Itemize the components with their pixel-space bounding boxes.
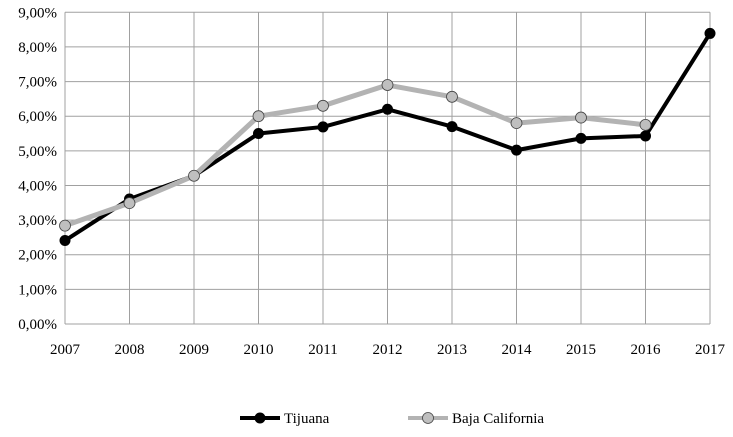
x-tick-label: 2007 <box>50 342 81 358</box>
y-tick-label: 4,00% <box>18 178 57 194</box>
data-point-baja-california <box>575 111 587 124</box>
x-tick-label: 2012 <box>373 342 403 358</box>
data-point-baja-california <box>639 118 652 131</box>
data-point-baja-california <box>59 219 71 232</box>
x-tick-label: 2016 <box>631 342 662 358</box>
x-tick-label: 2015 <box>566 342 596 358</box>
legend: Tijuana Baja California <box>240 411 544 427</box>
x-axis-ticks: 2007 2008 2009 2010 2011 2012 2013 2014 2015 2016… <box>50 342 726 358</box>
data-point-tijuana <box>575 132 587 144</box>
data-point-tijuana <box>317 121 329 133</box>
data-point-tijuana <box>253 128 264 140</box>
data-point-baja-california <box>252 110 265 123</box>
data-point-tijuana <box>59 235 71 247</box>
series-lines <box>59 27 716 247</box>
y-tick-label: 9,00% <box>18 5 57 21</box>
legend-label-baja-california: Baja California <box>452 411 544 427</box>
data-point-baja-california <box>317 99 329 112</box>
x-tick-label: 2008 <box>115 342 145 358</box>
series-line-baja-california <box>64 82 646 229</box>
y-tick-label: 7,00% <box>18 75 57 91</box>
data-point-tijuana <box>511 144 522 156</box>
data-point-baja-california <box>446 90 458 103</box>
y-tick-label: 8,00% <box>18 40 57 56</box>
x-tick-label: 2013 <box>437 342 467 358</box>
legend-item-baja-california: Baja California <box>408 411 544 427</box>
y-tick-label: 1,00% <box>18 282 57 298</box>
x-tick-label: 2014 <box>502 342 533 358</box>
x-tick-label: 2011 <box>308 342 337 358</box>
y-tick-label: 5,00% <box>18 144 57 160</box>
data-point-tijuana <box>446 121 458 133</box>
y-tick-label: 2,00% <box>18 248 57 264</box>
legend-marker-baja-california <box>422 412 434 424</box>
y-tick-label: 6,00% <box>18 109 57 125</box>
series-baja-california <box>59 79 652 232</box>
x-tick-label: 2017 <box>695 342 726 358</box>
data-point-baja-california <box>188 169 200 182</box>
y-axis-ticks: 0,00% 1,00% 2,00% 3,00% 4,00% 5,00% 6,00% 7,00%… <box>18 5 57 333</box>
data-point-baja-california <box>510 117 523 130</box>
data-point-baja-california <box>381 79 394 91</box>
x-tick-label: 2010 <box>244 342 274 358</box>
data-point-baja-california <box>123 197 136 210</box>
legend-item-tijuana: Tijuana <box>240 411 330 427</box>
y-tick-label: 0,00% <box>18 317 57 333</box>
y-tick-label: 3,00% <box>18 213 57 229</box>
legend-label-tijuana: Tijuana <box>284 411 330 427</box>
data-point-tijuana <box>704 27 716 39</box>
data-point-tijuana <box>640 130 651 142</box>
data-point-tijuana <box>382 103 393 115</box>
grid <box>64 11 711 325</box>
x-tick-label: 2009 <box>179 342 209 358</box>
legend-marker-tijuana <box>254 412 266 424</box>
